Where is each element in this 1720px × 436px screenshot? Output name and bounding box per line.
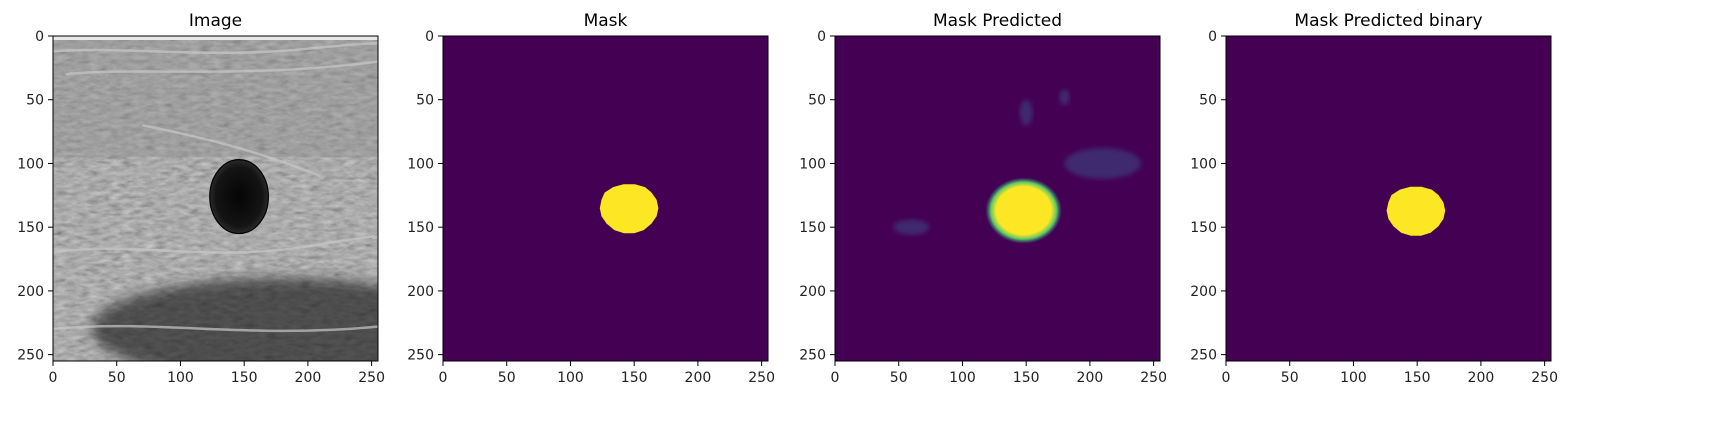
y-tick-label: 250 bbox=[17, 348, 44, 364]
panel-binary: Mask Predicted binary 0 0 50 50 100 100 150 150 2… bbox=[1190, 11, 1558, 386]
y-tick-label: 100 bbox=[1190, 156, 1217, 172]
x-tick-label: 100 bbox=[167, 370, 194, 386]
y-tick-label: 200 bbox=[799, 284, 826, 300]
panel-title: Mask Predicted binary bbox=[1294, 11, 1482, 31]
binary-blob bbox=[1386, 186, 1446, 236]
y-tick-label: 100 bbox=[799, 156, 826, 172]
mask-image bbox=[443, 36, 768, 361]
x-tick-label: 200 bbox=[295, 370, 322, 386]
y-tick-label: 200 bbox=[407, 284, 434, 300]
y-tick-label: 100 bbox=[407, 156, 434, 172]
x-tick-label: 0 bbox=[439, 370, 448, 386]
y-tick-label: 250 bbox=[1190, 348, 1217, 364]
panel-mask: Mask 0 0 50 50 100 100 150 150 200 200 250 250 bbox=[407, 11, 775, 386]
x-tick-label: 100 bbox=[949, 370, 976, 386]
ultrasound-image bbox=[53, 36, 378, 361]
x-tick-label: 50 bbox=[1281, 370, 1299, 386]
x-tick-label: 50 bbox=[498, 370, 516, 386]
tissue-streak bbox=[53, 42, 378, 55]
axes-frame bbox=[52, 35, 379, 362]
lesion bbox=[209, 159, 269, 235]
panel-ultrasound: Image 0 0 50 50 100 100 150 150 200 200 250 250 bbox=[17, 11, 385, 386]
panel-prediction: Mask Predicted 0 0 50 50 100 100 150 150 200 200 25… bbox=[799, 11, 1167, 386]
y-tick-label: 200 bbox=[1190, 284, 1217, 300]
x-tick-label: 100 bbox=[557, 370, 584, 386]
axes-frame bbox=[834, 35, 1161, 362]
x-tick-label: 0 bbox=[831, 370, 840, 386]
x-tick-label: 150 bbox=[1013, 370, 1040, 386]
y-tick-label: 50 bbox=[808, 93, 826, 109]
axes-frame bbox=[1225, 35, 1552, 362]
x-tick-label: 200 bbox=[1468, 370, 1495, 386]
x-tick-label: 150 bbox=[231, 370, 258, 386]
y-tick-label: 50 bbox=[1199, 93, 1217, 109]
y-tick-label: 250 bbox=[799, 348, 826, 364]
x-tick-label: 50 bbox=[890, 370, 908, 386]
tissue-streak bbox=[141, 123, 322, 178]
x-tick-label: 200 bbox=[685, 370, 712, 386]
x-tick-label: 250 bbox=[748, 370, 775, 386]
y-tick-label: 150 bbox=[17, 220, 44, 236]
y-tick-label: 150 bbox=[1190, 220, 1217, 236]
y-tick-label: 0 bbox=[425, 29, 434, 45]
tissue-streak bbox=[65, 60, 378, 76]
y-tick-label: 0 bbox=[817, 29, 826, 45]
y-tick-label: 0 bbox=[35, 29, 44, 45]
predicted-blob bbox=[985, 177, 1062, 244]
panel-title: Mask bbox=[584, 11, 628, 31]
x-tick-label: 250 bbox=[358, 370, 385, 386]
binary-image bbox=[1226, 36, 1551, 361]
y-tick-label: 0 bbox=[1208, 29, 1217, 45]
x-tick-label: 250 bbox=[1531, 370, 1558, 386]
y-tick-label: 100 bbox=[17, 156, 44, 172]
x-tick-label: 100 bbox=[1340, 370, 1367, 386]
axes-frame bbox=[442, 35, 769, 362]
y-tick-label: 150 bbox=[407, 220, 434, 236]
mask-blob bbox=[599, 184, 659, 234]
x-tick-label: 200 bbox=[1077, 370, 1104, 386]
tissue-streak bbox=[53, 235, 378, 254]
y-tick-label: 150 bbox=[799, 220, 826, 236]
y-tick-label: 200 bbox=[17, 284, 44, 300]
prediction-image bbox=[835, 36, 1160, 361]
x-tick-label: 50 bbox=[108, 370, 126, 386]
panel-title: Mask Predicted bbox=[933, 11, 1062, 31]
x-tick-label: 150 bbox=[621, 370, 648, 386]
tissue-streak bbox=[53, 324, 378, 333]
x-tick-label: 0 bbox=[49, 370, 58, 386]
x-tick-label: 250 bbox=[1140, 370, 1167, 386]
x-tick-label: 0 bbox=[1222, 370, 1231, 386]
x-tick-label: 150 bbox=[1404, 370, 1431, 386]
panel-title: Image bbox=[189, 11, 242, 31]
y-tick-label: 50 bbox=[416, 93, 434, 109]
y-tick-label: 250 bbox=[407, 348, 434, 364]
y-tick-label: 50 bbox=[26, 93, 44, 109]
